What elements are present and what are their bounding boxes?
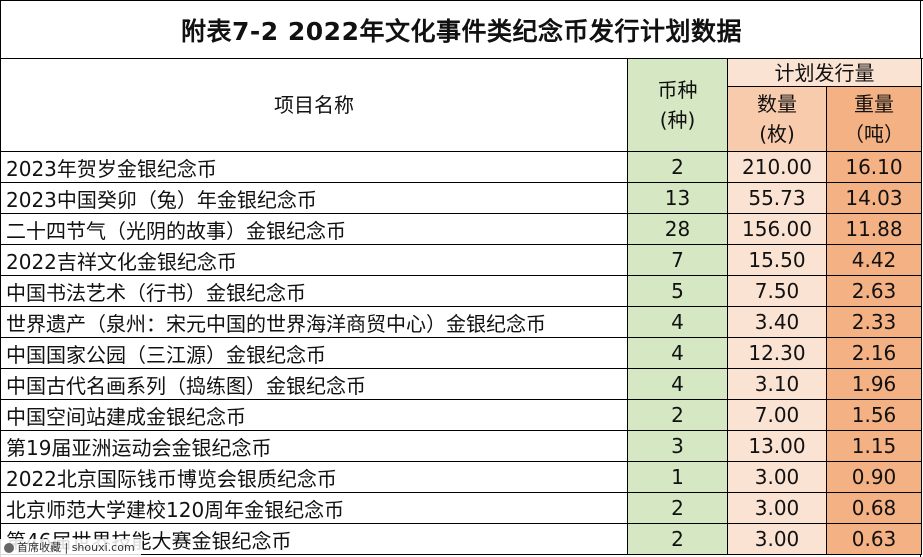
table-row: 中国国家公园（三江源）金银纪念币 4 12.30 2.16 (0, 337, 922, 369)
row-qty: 3.00 (727, 461, 827, 493)
table-row: 第19届亚洲运动会金银纪念币 3 13.00 1.15 (0, 430, 922, 462)
row-weight: 2.63 (826, 275, 922, 307)
table-title-text: 附表7-2 2022年文化事件类纪念币发行计划数据 (181, 16, 742, 46)
table-body: 2023年贺岁金银纪念币 2 210.00 16.10 2023中国癸卯（兔）年金银纪念… (0, 151, 922, 555)
row-weight: 2.16 (826, 337, 922, 369)
watermark-text: 首席收藏 | shouxi.com (17, 541, 135, 554)
header-kind: 币种 (种) (627, 58, 728, 152)
row-qty: 7.00 (727, 399, 827, 431)
row-name: 中国书法艺术（行书）金银纪念币 (0, 275, 628, 307)
row-qty: 156.00 (727, 213, 827, 245)
row-qty: 13.00 (727, 430, 827, 462)
header-plan: 计划发行量 (727, 58, 922, 87)
table-row: 2022吉祥文化金银纪念币 7 15.50 4.42 (0, 244, 922, 276)
row-name: 北京师范大学建校120周年金银纪念币 (0, 492, 628, 524)
table-row: 中国书法艺术（行书）金银纪念币 5 7.50 2.63 (0, 275, 922, 307)
row-kinds: 5 (627, 275, 728, 307)
table-title: 附表7-2 2022年文化事件类纪念币发行计划数据 (0, 0, 923, 59)
header-name: 项目名称 (0, 58, 628, 152)
row-weight: 11.88 (826, 213, 922, 245)
row-weight: 14.03 (826, 182, 922, 214)
header-wt-line1: 重量 (854, 92, 894, 116)
row-qty: 3.00 (727, 492, 827, 524)
table-row: 2022北京国际钱币博览会银质纪念币 1 3.00 0.90 (0, 461, 922, 493)
row-name: 第19届亚洲运动会金银纪念币 (0, 430, 628, 462)
row-kinds: 4 (627, 306, 728, 338)
row-name: 中国空间站建成金银纪念币 (0, 399, 628, 431)
row-kinds: 1 (627, 461, 728, 493)
row-kinds: 4 (627, 337, 728, 369)
header-kind-line2: (种) (659, 108, 696, 132)
row-name: 二十四节气（光阴的故事）金银纪念币 (0, 213, 628, 245)
row-kinds: 4 (627, 368, 728, 400)
header-kind-line1: 币种 (657, 78, 698, 102)
row-name: 2022吉祥文化金银纪念币 (0, 244, 628, 276)
row-weight: 1.56 (826, 399, 922, 431)
row-name: 2023年贺岁金银纪念币 (0, 151, 628, 183)
row-name: 2022北京国际钱币博览会银质纪念币 (0, 461, 628, 493)
row-weight: 0.68 (826, 492, 922, 524)
row-weight: 1.96 (826, 368, 922, 400)
row-kinds: 28 (627, 213, 728, 245)
row-kinds: 7 (627, 244, 728, 276)
row-kinds: 2 (627, 523, 728, 555)
header-weight: 重量 （吨） (826, 86, 922, 152)
row-kinds: 3 (627, 430, 728, 462)
table-row: 北京师范大学建校120周年金银纪念币 2 3.00 0.68 (0, 492, 922, 524)
row-name: 世界遗产（泉州：宋元中国的世界海洋商贸中心）金银纪念币 (0, 306, 628, 338)
bookmark-icon (4, 543, 14, 553)
row-name: 2023中国癸卯（兔）年金银纪念币 (0, 182, 628, 214)
row-name: 中国古代名画系列（捣练图）金银纪念币 (0, 368, 628, 400)
row-weight: 0.90 (826, 461, 922, 493)
header-qty-line2: (枚) (759, 122, 795, 146)
table-row: 世界遗产（泉州：宋元中国的世界海洋商贸中心）金银纪念币 4 3.40 2.33 (0, 306, 922, 338)
row-kinds: 2 (627, 151, 728, 183)
row-kinds: 2 (627, 399, 728, 431)
row-weight: 4.42 (826, 244, 922, 276)
row-qty: 210.00 (727, 151, 827, 183)
header-qty-line1: 数量 (757, 92, 797, 116)
row-weight: 16.10 (826, 151, 922, 183)
header-qty: 数量 (枚) (727, 86, 827, 152)
watermark: 首席收藏 | shouxi.com (0, 539, 141, 557)
row-qty: 12.30 (727, 337, 827, 369)
row-qty: 55.73 (727, 182, 827, 214)
row-weight: 2.33 (826, 306, 922, 338)
header-wt-line2: （吨） (844, 122, 904, 146)
row-name: 中国国家公园（三江源）金银纪念币 (0, 337, 628, 369)
row-weight: 0.63 (826, 523, 922, 555)
row-weight: 1.15 (826, 430, 922, 462)
row-kinds: 13 (627, 182, 728, 214)
row-kinds: 2 (627, 492, 728, 524)
coin-plan-table: 项目名称 币种 (种) 计划发行量 数量 (枚) 重量 （吨） 2023年贺岁金… (0, 58, 922, 555)
row-qty: 3.40 (727, 306, 827, 338)
row-qty: 3.10 (727, 368, 827, 400)
table-row: 中国古代名画系列（捣练图）金银纪念币 4 3.10 1.96 (0, 368, 922, 400)
table-row: 2023中国癸卯（兔）年金银纪念币 13 55.73 14.03 (0, 182, 922, 214)
table-row: 中国空间站建成金银纪念币 2 7.00 1.56 (0, 399, 922, 431)
row-qty: 15.50 (727, 244, 827, 276)
table-row: 二十四节气（光阴的故事）金银纪念币 28 156.00 11.88 (0, 213, 922, 245)
row-qty: 7.50 (727, 275, 827, 307)
row-qty: 3.00 (727, 523, 827, 555)
table-row: 2023年贺岁金银纪念币 2 210.00 16.10 (0, 151, 922, 183)
